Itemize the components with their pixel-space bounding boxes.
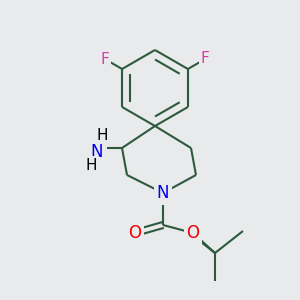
- Text: N: N: [157, 184, 169, 202]
- Text: O: O: [128, 224, 142, 242]
- Text: N: N: [91, 143, 103, 161]
- Text: H: H: [96, 128, 108, 143]
- Text: F: F: [100, 52, 109, 67]
- Text: H: H: [85, 158, 97, 173]
- Text: O: O: [187, 224, 200, 242]
- Text: F: F: [201, 52, 210, 67]
